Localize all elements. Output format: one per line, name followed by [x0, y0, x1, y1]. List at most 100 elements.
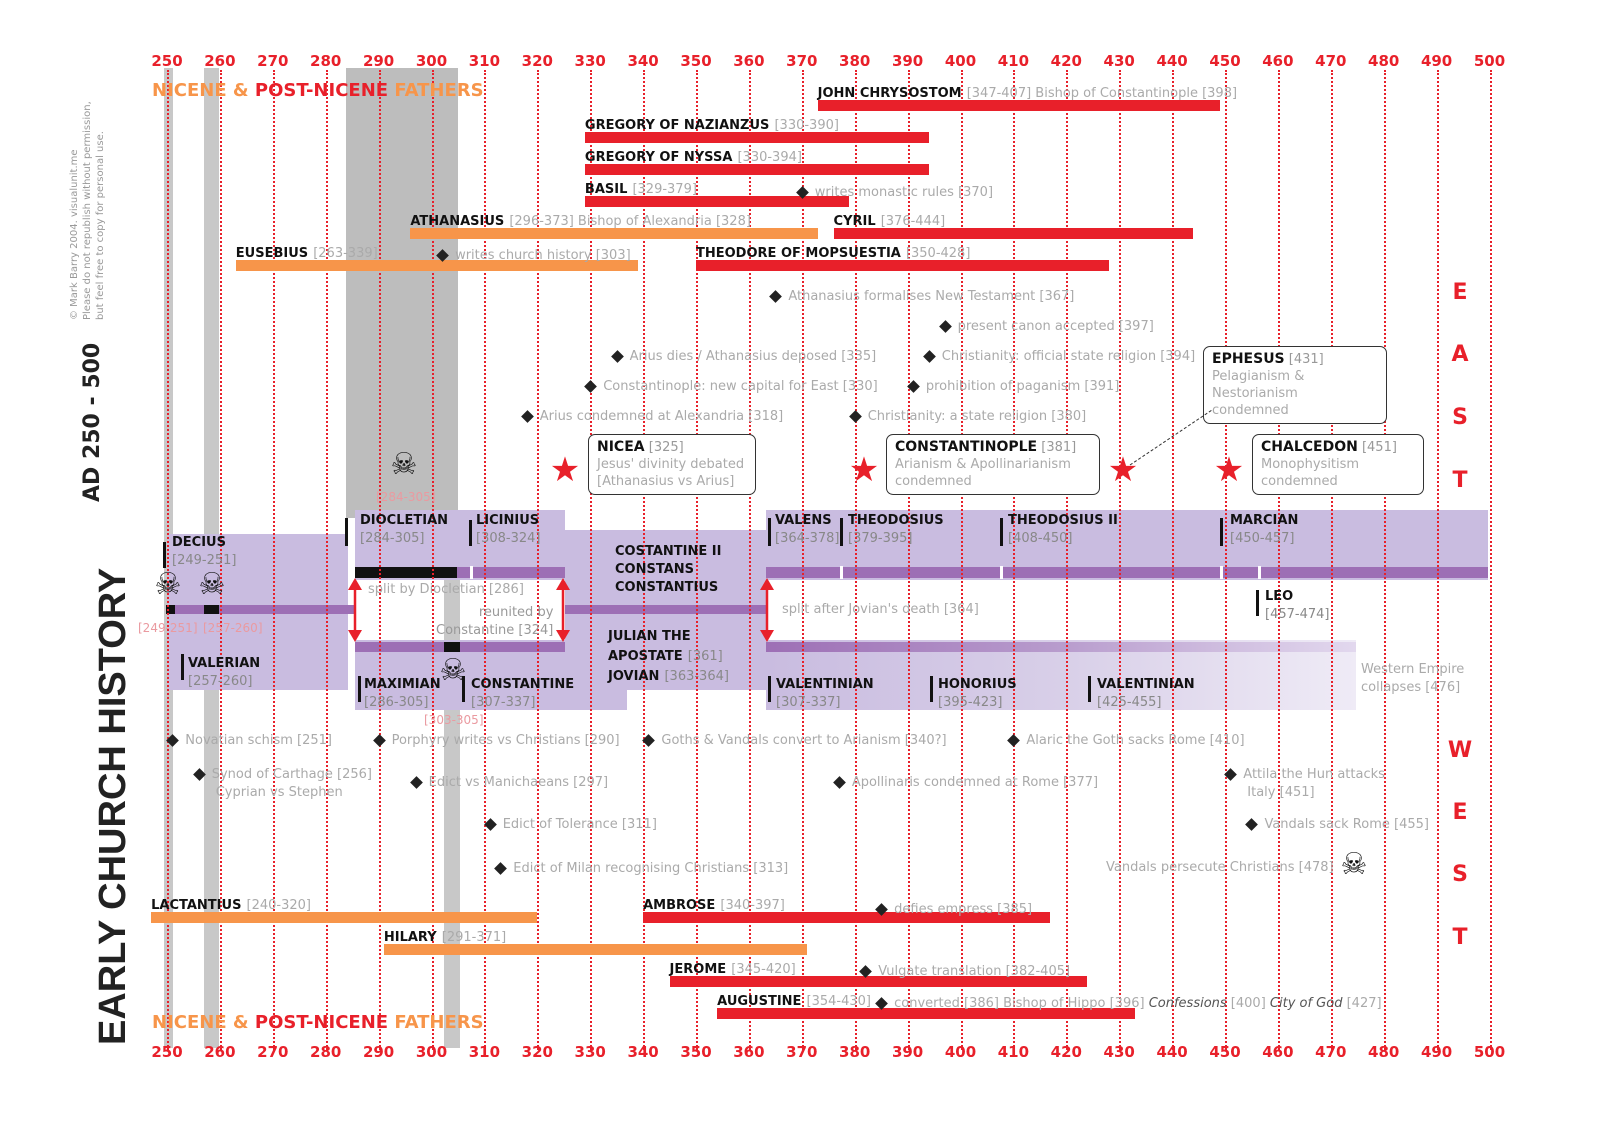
western-collapse-note: Western Empire collapses [476]: [1361, 661, 1464, 697]
father-label: BASIL [329-379]: [585, 178, 697, 197]
emperor-dates: [364-378]: [775, 531, 840, 546]
emperor-maximian: MAXIMIAN [286-305]: [364, 676, 441, 712]
emperor-tick: [840, 518, 843, 546]
sons-of-constantine: COSTANTINE II CONSTANS CONSTANTIUS: [615, 543, 721, 597]
emperor-dates: [284-305]: [360, 531, 425, 546]
emperor-dates: [308-324]: [476, 531, 541, 546]
year-gridline: [1330, 70, 1333, 1050]
father-dates: [330-394]: [737, 150, 802, 165]
persecution-dates: [303-305]: [424, 713, 484, 727]
year-gridline: [272, 70, 275, 1050]
emperor-dates: [257-260]: [188, 674, 253, 689]
julian-jovian: JULIAN THE APOSTATE [361] JOVIAN [363-36…: [608, 628, 729, 686]
emperor-theodosius-ii: THEODOSIUS II [408-450]: [1008, 512, 1118, 548]
emperor-name: VALENTINIAN: [776, 677, 874, 692]
east-event: Constantinople: new capital for East [33…: [584, 378, 878, 396]
split-arrow-head-down: [348, 630, 362, 642]
west-event: Attila the Hun attacks Italy [451]: [1224, 766, 1385, 802]
year-label: 270: [257, 52, 289, 70]
year-gridline: [378, 70, 381, 1050]
father-name: BASIL: [584, 182, 628, 197]
son-name: CONSTANS: [615, 562, 694, 577]
year-label: 410: [997, 52, 1030, 70]
year-gridline: [537, 70, 540, 1050]
west-event: Vandals sack Rome [455]: [1245, 816, 1429, 834]
event-text: Christianity: official state religion [3…: [941, 349, 1196, 364]
emperor-tick: [768, 676, 771, 702]
year-label: 290: [362, 1043, 395, 1061]
east-letter: E: [1452, 280, 1468, 305]
west-letter: T: [1452, 925, 1468, 950]
emperor-leo: LEO [457-474]: [1265, 588, 1329, 624]
reign-separator: [1258, 566, 1261, 579]
year-gridline: [167, 70, 169, 1050]
father-dates: [263-339]: [313, 246, 378, 261]
year-gridline: [1172, 70, 1175, 1050]
event-text: Apollinaris condemned at Rome [377]: [851, 775, 1099, 790]
west-event: Edict of Tolerance [311]: [483, 816, 657, 834]
year-gridline: [1489, 70, 1492, 1050]
father-dates: [347-407] Bishop of Constantinople [398]: [966, 86, 1238, 101]
father-lifespan-bar: [717, 1008, 1136, 1019]
west-event: Synod of Carthage [256] Cyprian vs Stephe…: [192, 766, 372, 802]
father-lifespan-bar: [584, 196, 850, 207]
reign-separator: [1220, 566, 1223, 579]
note-line: Western Empire: [1361, 662, 1465, 677]
year-label: 400: [944, 52, 977, 70]
emperor-dates: [307-337]: [776, 695, 841, 710]
note-text: [427]: [1342, 996, 1382, 1011]
emperor-tick: [358, 676, 361, 702]
year-label: 400: [944, 1043, 977, 1061]
father-dates: [350-428]: [905, 246, 971, 261]
emperor-valens: VALENS [364-378]: [775, 512, 839, 548]
council-name: CHALCEDON: [1261, 439, 1358, 455]
father-lifespan-bar: [817, 100, 1220, 111]
year-gridline: [431, 70, 434, 1050]
note-text: Vulgate translation [382-405]: [878, 964, 1071, 979]
father-lifespan-bar: [235, 260, 638, 271]
emperor-decius: DECIUS [249-251]: [172, 534, 236, 570]
note-line: reunited by: [478, 605, 554, 620]
son-name: COSTANTINE II: [615, 544, 722, 559]
year-label: 390: [891, 52, 924, 70]
father-name: AUGUSTINE: [717, 994, 802, 1009]
book-title: Confessions: [1148, 996, 1227, 1011]
emperor-tick: [1220, 518, 1223, 546]
father-lifespan-bar: [584, 132, 929, 143]
father-note: writes church history [303]: [436, 248, 631, 263]
emperor-tick: [345, 518, 348, 546]
fathers-word: FATHERS: [388, 1012, 484, 1033]
year-label: 380: [839, 1043, 871, 1061]
year-label: 330: [574, 1043, 606, 1061]
emperor-valentinian: VALENTINIAN [307-337]: [776, 676, 874, 712]
year-label: 330: [574, 52, 606, 70]
year-label: 360: [733, 52, 765, 70]
east-event: Arius condemned at Alexandria [318]: [520, 408, 783, 426]
year-gridline: [801, 70, 804, 1050]
father-label: JEROME [345-420]: [670, 958, 796, 977]
note-line: collapses [476]: [1361, 680, 1461, 695]
year-label: 340: [627, 52, 659, 70]
note-text: writes church history [303]: [455, 248, 631, 263]
council-chalcedon: CHALCEDON [451] Monophysitism condemned: [1252, 434, 1424, 495]
note-text: writes monastic rules [370]: [814, 185, 994, 200]
year-label: 490: [1420, 52, 1453, 70]
emperor-tick: [462, 676, 465, 702]
persecution-dates: [257-260]: [203, 621, 263, 635]
east-event: prohibition of paganism [391]: [907, 378, 1119, 396]
split-after-arrow-head-up: [760, 578, 774, 590]
west-event: Novatian schism [251]: [166, 732, 332, 750]
year-label: 350: [680, 1043, 712, 1061]
council-line: Pelagianism &: [1212, 369, 1305, 384]
fathers-heading-bottom: NICENE & POST-NICENE FATHERS: [152, 1012, 484, 1033]
father-dates: [329-379]: [632, 182, 697, 197]
father-dates: [345-420]: [731, 962, 796, 977]
year-gridline: [960, 70, 963, 1050]
father-note: Vulgate translation [382-405]: [859, 964, 1071, 979]
emperor-name: JOVIAN: [608, 669, 660, 684]
east-event: Athanasius formalises New Testament [367…: [769, 288, 1074, 306]
year-label: 480: [1368, 52, 1400, 70]
west-letter: E: [1452, 800, 1468, 825]
nicene-word: NICENE: [152, 1012, 227, 1033]
